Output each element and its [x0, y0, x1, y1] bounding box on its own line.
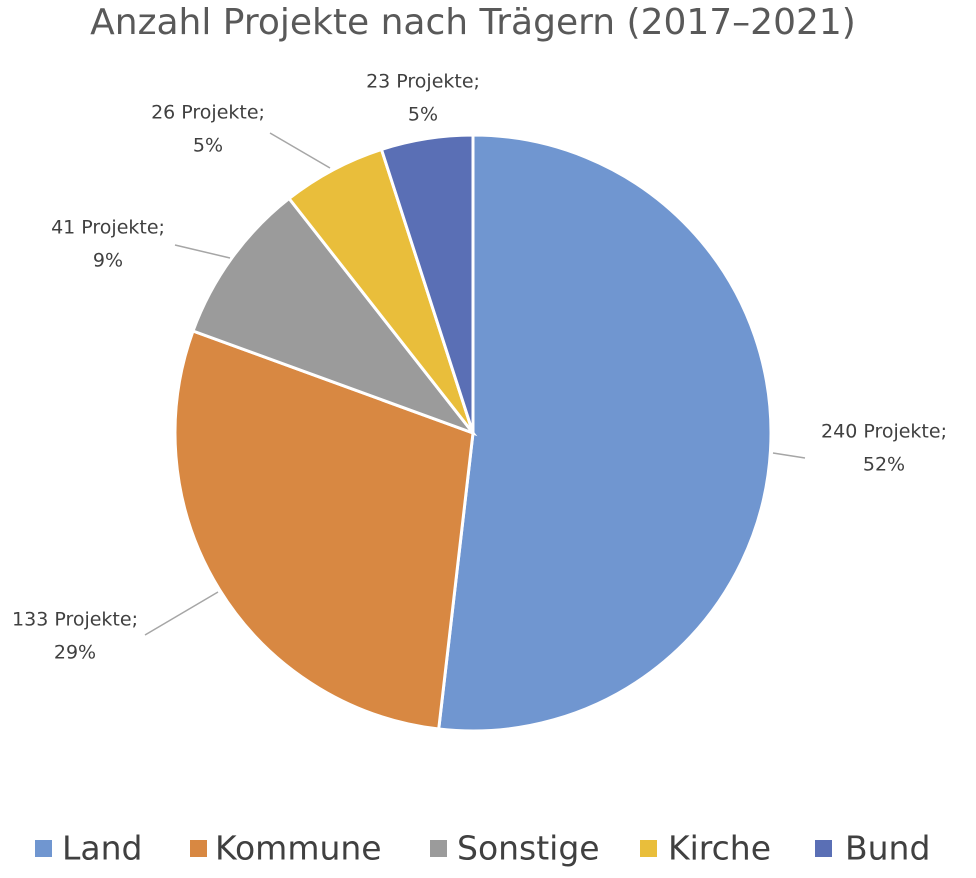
- data-label: 240 Projekte;: [821, 421, 947, 443]
- data-label: 29%: [54, 642, 96, 664]
- pie-slice: [437, 133, 773, 733]
- legend-swatch: [815, 840, 832, 857]
- leader-line: [772, 452, 806, 459]
- legend-label: Bund: [845, 829, 930, 868]
- chart-title: Anzahl Projekte nach Trägern (2017–2021): [90, 2, 856, 43]
- pie-slice: [379, 133, 475, 434]
- legend-label: Kommune: [215, 829, 382, 868]
- legend-label: Land: [62, 829, 142, 868]
- legend-swatch: [430, 840, 447, 857]
- data-label: 5%: [408, 104, 438, 126]
- leader-line: [269, 132, 331, 169]
- legend-swatch: [35, 840, 52, 857]
- data-label: 9%: [93, 250, 123, 272]
- data-label: 26 Projekte;: [151, 102, 265, 124]
- data-label: 133 Projekte;: [12, 609, 138, 631]
- pie-slice: [191, 196, 478, 437]
- data-label: 52%: [863, 454, 905, 476]
- legend-label: Kirche: [668, 829, 771, 868]
- legend-swatch: [190, 840, 207, 857]
- data-label: 5%: [193, 135, 223, 157]
- data-label: 23 Projekte;: [366, 71, 480, 93]
- pie-slice: [173, 329, 475, 731]
- legend-label: Sonstige: [457, 829, 600, 868]
- leader-line: [174, 244, 231, 259]
- data-label: 41 Projekte;: [51, 217, 165, 239]
- leader-line: [144, 591, 219, 636]
- legend-swatch: [640, 840, 657, 857]
